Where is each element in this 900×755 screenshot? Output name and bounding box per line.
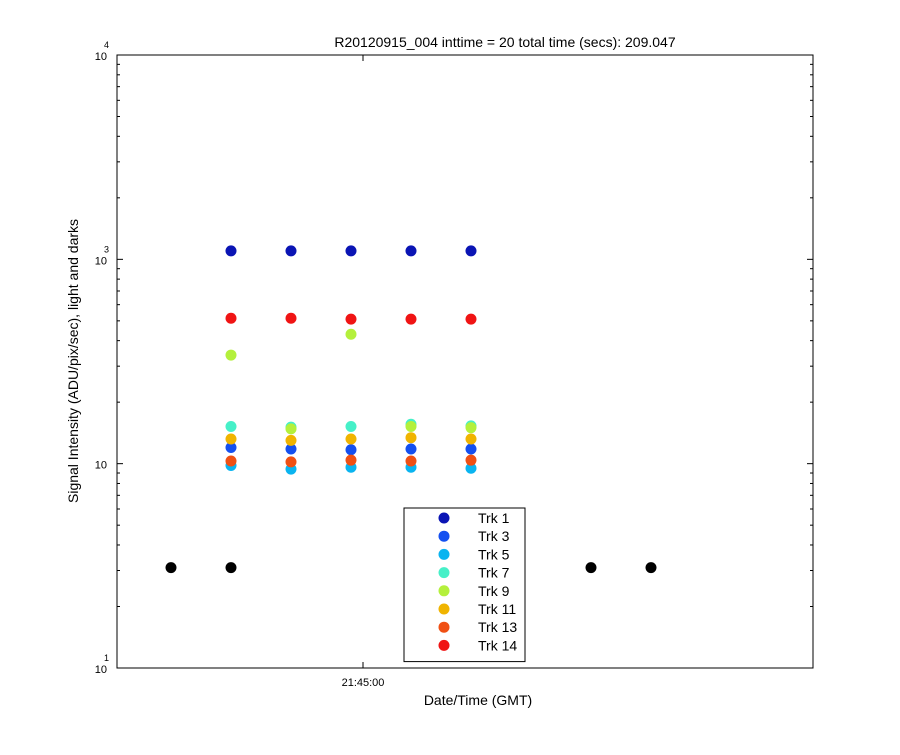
series-point xyxy=(405,455,417,467)
y-axis-label: Signal Intensity (ADU/pix/sec), light an… xyxy=(65,219,81,503)
series-point xyxy=(225,455,237,467)
legend-label: Trk 13 xyxy=(478,619,517,635)
dark-point xyxy=(585,562,597,574)
legend-marker xyxy=(438,512,450,524)
series-point xyxy=(225,421,237,433)
y-tick-exponent: 1 xyxy=(104,653,109,663)
series-point xyxy=(345,313,357,325)
y-tick-label: 10 xyxy=(95,255,107,267)
legend-label: Trk 5 xyxy=(478,546,510,562)
legend-label: Trk 11 xyxy=(478,601,516,617)
series-point xyxy=(345,245,357,257)
series-point xyxy=(465,443,477,455)
legend-marker xyxy=(438,621,450,633)
legend-marker xyxy=(438,530,450,542)
legend-label: Trk 3 xyxy=(478,528,510,544)
y-tick-label: 10 xyxy=(95,664,107,676)
series-point xyxy=(225,433,237,445)
legend-marker xyxy=(438,639,450,651)
series-point xyxy=(465,422,477,434)
legend-label: Trk 14 xyxy=(478,637,517,653)
series-point xyxy=(465,433,477,445)
series-point xyxy=(405,313,417,325)
chart-title: R20120915_004 inttime = 20 total time (s… xyxy=(334,34,675,50)
y-tick-label: 10 xyxy=(95,460,107,472)
dark-point xyxy=(645,562,657,574)
legend-marker xyxy=(438,603,450,615)
series-point xyxy=(405,432,417,444)
legend: Trk 1 Trk 3 Trk 5 Trk 7 Trk 9 Trk 11 Trk 13 Trk… xyxy=(403,507,526,663)
series-point xyxy=(285,443,297,455)
legend-marker xyxy=(438,585,450,597)
y-tick-exponent: 3 xyxy=(104,244,109,254)
series-point xyxy=(285,423,297,435)
series-point xyxy=(465,462,477,474)
series-point xyxy=(405,245,417,257)
y-tick-exponent: 4 xyxy=(104,40,109,50)
series-point xyxy=(285,245,297,257)
series-point xyxy=(465,245,477,257)
dark-point xyxy=(165,562,177,574)
series-point xyxy=(345,454,357,466)
data-marks xyxy=(165,245,657,574)
series-point xyxy=(285,312,297,324)
legend-marker xyxy=(438,548,450,560)
dark-point xyxy=(225,562,237,574)
series-point xyxy=(285,434,297,446)
series-point xyxy=(225,441,237,453)
legend-box xyxy=(403,507,526,663)
series-point xyxy=(465,313,477,325)
series-point xyxy=(225,349,237,361)
series-point xyxy=(465,454,477,466)
x-tick-label: 21:45:00 xyxy=(342,677,385,689)
series-point xyxy=(405,443,417,455)
y-tick-label: 10 xyxy=(95,51,107,63)
series-point xyxy=(405,421,417,433)
legend-label: Trk 1 xyxy=(478,510,510,526)
legend-marker xyxy=(438,567,450,579)
series-point xyxy=(345,328,357,340)
x-axis-label: Date/Time (GMT) xyxy=(424,692,532,708)
series-point xyxy=(345,421,357,433)
series-point xyxy=(345,444,357,456)
legend-label: Trk 7 xyxy=(478,565,510,581)
series-point xyxy=(285,456,297,468)
legend-label: Trk 9 xyxy=(478,583,510,599)
series-point xyxy=(345,433,357,445)
series-point xyxy=(225,312,237,324)
series-point xyxy=(225,245,237,257)
